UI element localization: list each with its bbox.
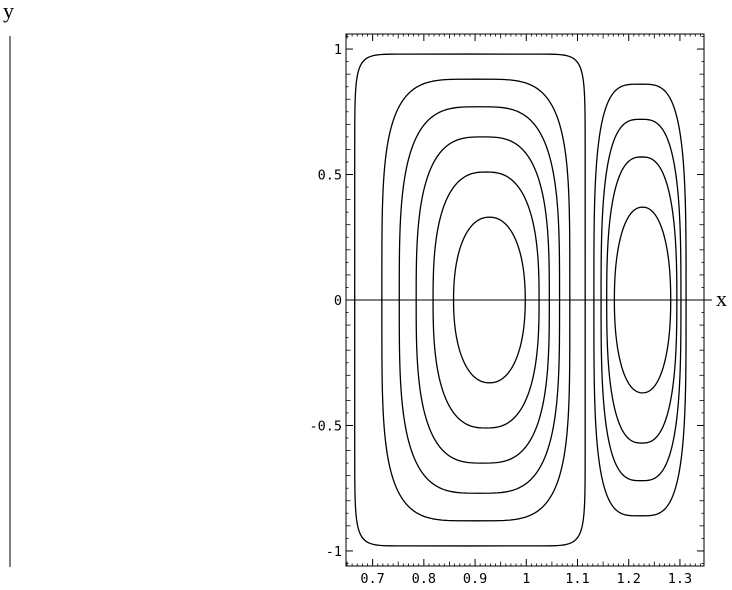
axis-ticks [346,34,704,566]
x-tick-label: 0.7 [360,571,384,587]
y-tick-label: 1 [334,42,342,58]
y-tick-label: -0.5 [309,418,342,434]
x-tick-label: 1.1 [565,571,589,587]
tick-labels: 0.7 0.8 0.9 1 1.1 1.2 1.3 1 0.5 0 -0.5 -1 [309,42,692,587]
x-tick-label: 0.9 [463,571,487,587]
contour-line-left-0 [354,53,586,547]
y-tick-label: 0 [334,293,342,309]
x-tick-label: 1.3 [668,571,692,587]
x-tick-label: 0.8 [412,571,436,587]
x-tick-label: 1.2 [617,571,641,587]
y-tick-label: 0.5 [318,168,342,184]
y-tick-label: -1 [326,544,342,560]
y-axis-label: y [3,0,14,23]
x-tick-label: 1 [522,571,530,587]
x-axis-label: x [716,286,727,311]
